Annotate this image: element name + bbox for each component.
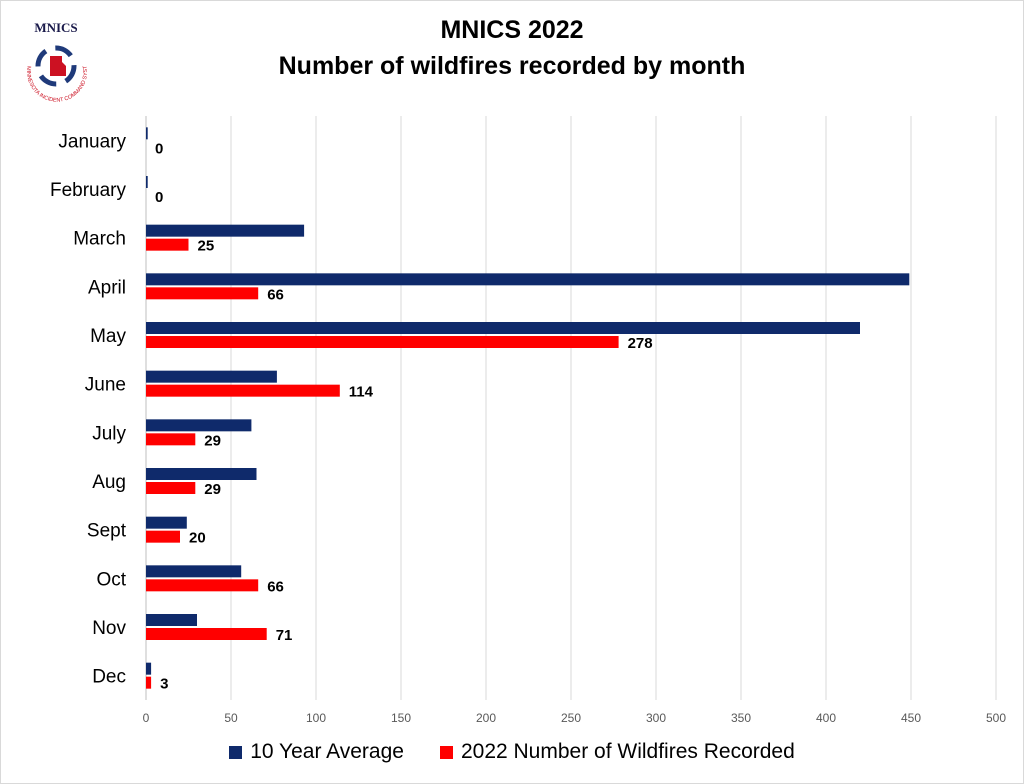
x-tick-label: 400	[816, 711, 836, 725]
bar-avg	[146, 468, 257, 480]
bar-avg	[146, 419, 252, 432]
x-tick-label: 200	[476, 711, 496, 725]
data-label: 278	[628, 335, 653, 352]
x-tick-label: 300	[646, 711, 666, 725]
bar-recorded	[146, 384, 340, 397]
bar-avg	[146, 224, 305, 237]
data-label: 3	[160, 676, 168, 693]
bar-recorded	[146, 579, 259, 592]
category-label: Dec	[92, 667, 126, 688]
legend-item-avg: 10 Year Average	[229, 740, 404, 764]
bar-recorded	[146, 287, 259, 300]
category-label: March	[73, 229, 126, 250]
category-label: February	[50, 180, 127, 201]
data-label: 29	[204, 432, 221, 449]
bar-recorded	[146, 336, 619, 348]
legend-swatch-avg	[229, 745, 243, 759]
bar-avg	[146, 273, 910, 286]
bar-recorded	[146, 530, 180, 543]
bar-recorded	[146, 628, 267, 640]
data-label: 29	[204, 481, 221, 498]
category-label: Nov	[92, 618, 126, 639]
data-label: 25	[198, 238, 215, 255]
bar-avg	[146, 322, 860, 334]
bar-avg	[146, 662, 152, 675]
bar-avg	[146, 127, 148, 140]
data-label: 20	[189, 530, 206, 547]
bar-recorded	[146, 238, 189, 251]
category-label: July	[92, 423, 126, 444]
category-label: Sept	[87, 521, 127, 542]
bar-avg	[146, 614, 197, 626]
category-label: Oct	[96, 569, 126, 590]
category-label: April	[88, 277, 126, 298]
data-label: 71	[276, 627, 293, 644]
category-label: June	[85, 375, 126, 396]
category-label: Aug	[92, 472, 126, 493]
x-tick-label: 350	[731, 711, 751, 725]
bar-avg	[146, 565, 242, 578]
chart-title-line2: Number of wildfires recorded by month	[278, 52, 746, 80]
legend-label-avg: 10 Year Average	[250, 740, 404, 763]
data-label: 0	[155, 189, 163, 206]
bar-recorded	[146, 482, 196, 494]
bar-recorded	[146, 433, 196, 446]
category-label: May	[90, 326, 126, 347]
legend: 10 Year Average 2022 Number of Wildfires…	[0, 740, 1024, 764]
data-label: 0	[155, 140, 163, 157]
bar-avg	[146, 176, 148, 188]
x-tick-label: 250	[561, 711, 581, 725]
x-tick-label: 150	[391, 711, 411, 725]
legend-swatch-recorded	[439, 745, 453, 759]
logo-text: MNICS	[34, 20, 77, 35]
bar-recorded	[146, 676, 152, 689]
bar-avg	[146, 370, 277, 383]
x-tick-label: 50	[224, 711, 238, 725]
data-label: 66	[267, 578, 284, 595]
x-tick-label: 450	[901, 711, 921, 725]
x-tick-label: 0	[143, 711, 150, 725]
mnics-logo: MNICS MINNESOTA INCIDENT COMMAND SYSTEM	[8, 12, 89, 104]
x-tick-label: 100	[306, 711, 326, 725]
legend-label-recorded: 2022 Number of Wildfires Recorded	[460, 740, 795, 763]
data-label: 66	[267, 286, 284, 303]
category-label: January	[58, 131, 126, 152]
chart-title-line1: MNICS 2022	[440, 16, 584, 44]
data-label: 114	[349, 384, 374, 401]
bar-avg	[146, 516, 187, 529]
x-tick-label: 500	[986, 711, 1006, 725]
legend-item-recorded: 2022 Number of Wildfires Recorded	[439, 740, 795, 764]
